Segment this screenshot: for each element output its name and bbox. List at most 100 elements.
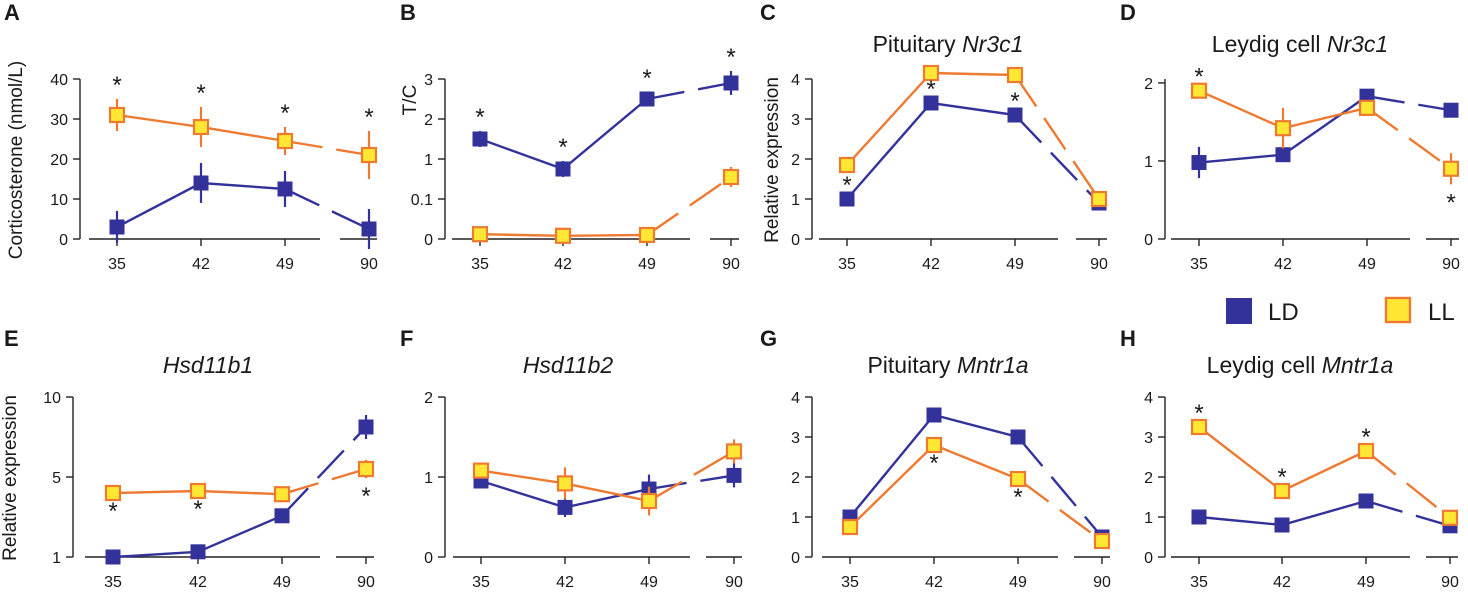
y-tick-label: 1 (424, 470, 433, 487)
series-line-break-ld (1017, 436, 1103, 538)
legend-swatch-ld (1226, 298, 1252, 324)
panel-h: H Leydig cell Mntr1a 0 1 2 3 4 35 42 49 90 * * * (1120, 326, 1459, 591)
y-tick-label: 2 (1144, 470, 1153, 487)
panel-title-gene: Hsd11b2 (523, 352, 614, 378)
data-point-ll (273, 486, 291, 503)
data-point-ld (361, 221, 377, 237)
x-tick-label: 42 (192, 256, 210, 273)
data-point-ll (1190, 418, 1208, 436)
data-point-ll (472, 462, 490, 479)
y-tick-label: 30 (50, 112, 68, 129)
panel-title: Leydig cell Nr3c1 (1212, 31, 1388, 57)
data-point-ld (726, 467, 742, 483)
data-point-ll (1442, 160, 1460, 177)
y-tick-label: 0 (791, 232, 800, 249)
series-line-break-ll (646, 176, 732, 236)
x-tick-label: 90 (357, 574, 375, 591)
x-tick-label: 42 (189, 574, 207, 591)
panel-label: H (1120, 326, 1136, 351)
panel-title: Leydig cell Mntr1a (1207, 352, 1394, 378)
data-point-ll (471, 226, 489, 243)
y-tick-label: 0 (424, 550, 433, 567)
panel-title: Hsd11b1 (163, 352, 253, 378)
data-point-ld (1191, 155, 1207, 171)
legend-label-ll: LL (1428, 299, 1455, 326)
x-tick-label: 35 (1190, 256, 1208, 273)
significance-star: * (1446, 189, 1455, 216)
data-point-ld (557, 499, 573, 515)
x-tick-label: 90 (1442, 256, 1460, 273)
y-axis-label: Relative expression (0, 395, 21, 561)
significance-star: * (196, 80, 205, 107)
data-point-ld (105, 549, 121, 565)
significance-star: * (361, 483, 370, 510)
x-tick-label: 90 (725, 574, 743, 591)
data-point-ll (189, 482, 207, 500)
series-line-break-ll (1014, 74, 1100, 200)
data-point-ld (639, 91, 655, 107)
x-tick-label: 35 (838, 256, 856, 273)
x-tick-label: 42 (1273, 574, 1291, 591)
y-tick-label: 0 (1144, 232, 1153, 249)
data-point-ll (357, 460, 375, 478)
y-tick-label: 0 (59, 232, 68, 249)
data-point-ld (1274, 517, 1290, 533)
y-tick-label: 3 (1144, 430, 1153, 447)
legend-swatch-ll (1384, 296, 1412, 324)
y-tick-label: 5 (52, 470, 61, 487)
y-tick-label: 4 (791, 72, 800, 89)
panel-a: A Corticosterone (nmol/L) 0 10 20 30 40 35 42 49 9… (4, 0, 378, 273)
x-tick-label: 35 (471, 256, 489, 273)
data-point-ll (925, 436, 943, 454)
x-tick-label: 49 (273, 574, 291, 591)
data-point-ll (1009, 470, 1027, 488)
data-point-ll (104, 484, 122, 502)
y-axis-label: T/C (400, 85, 421, 116)
x-tick-label: 49 (638, 256, 656, 273)
x-tick-label: 35 (108, 256, 126, 273)
x-tick-label: 35 (1190, 574, 1208, 591)
x-tick-label: 49 (1009, 574, 1027, 591)
series-line-break-ll (1017, 478, 1103, 542)
data-point-ll (1357, 442, 1375, 460)
series-line-break-ll (281, 467, 367, 496)
x-tick-label: 90 (360, 256, 378, 273)
x-tick-label: 42 (554, 256, 572, 273)
data-point-ll (276, 132, 294, 150)
x-tick-label: 49 (1357, 574, 1375, 591)
x-tick-label: 42 (922, 256, 940, 273)
y-tick-label: 1 (791, 510, 800, 527)
data-point-ld (1010, 429, 1026, 445)
significance-star: * (558, 134, 567, 161)
y-tick-label: 2 (424, 390, 433, 407)
data-point-ll (722, 168, 740, 186)
significance-star: * (1194, 64, 1203, 91)
data-point-ld (555, 161, 571, 177)
y-tick-label: 10 (50, 192, 68, 209)
panel-label: E (4, 326, 19, 351)
panel-title-text: Leydig cell (1212, 31, 1327, 57)
series-line-break-ll (648, 450, 735, 503)
data-point-ll (1273, 482, 1291, 500)
series-line-break-ld (284, 187, 370, 231)
data-point-ld (193, 175, 209, 191)
data-point-ld (926, 407, 942, 423)
data-point-ll (640, 492, 658, 510)
data-point-ld (190, 544, 206, 560)
y-axis-label: Relative expression (762, 77, 783, 243)
data-point-ll (638, 226, 656, 244)
panel-d: D Leydig cell Nr3c1 0 1 2 35 42 49 90 * * (1120, 0, 1460, 273)
significance-star: * (1013, 484, 1022, 511)
data-point-ll (554, 227, 572, 244)
panel-label: C (760, 0, 776, 25)
x-tick-label: 42 (925, 574, 943, 591)
y-tick-label: 0.1 (411, 192, 433, 209)
significance-star: * (112, 72, 121, 99)
y-tick-label: 20 (50, 152, 68, 169)
x-tick-label: 90 (722, 256, 740, 273)
data-point-ll (1274, 120, 1292, 137)
significance-star: * (280, 100, 289, 127)
data-point-ld (923, 95, 939, 111)
data-point-ld (1358, 493, 1374, 509)
data-point-ll (841, 518, 859, 536)
